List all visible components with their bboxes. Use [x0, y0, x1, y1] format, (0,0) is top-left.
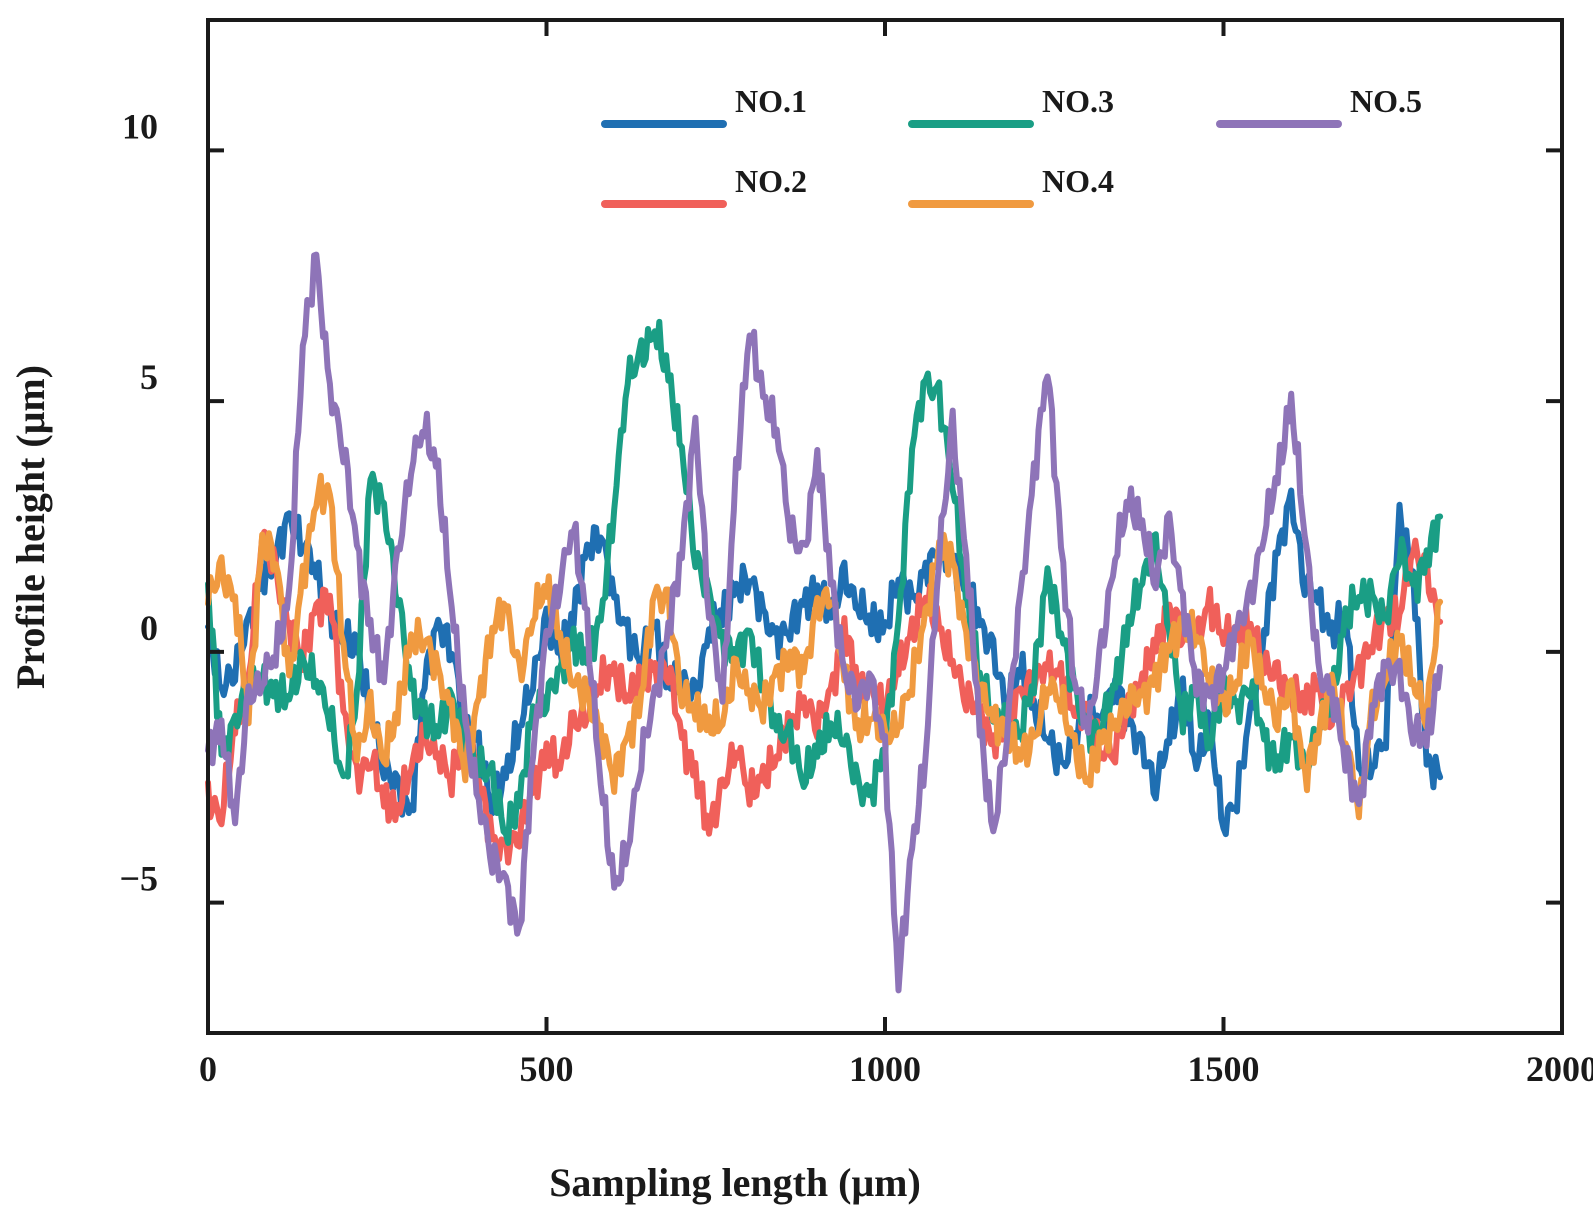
legend-label: NO.4 [1042, 163, 1114, 199]
y-tick-label: −5 [119, 859, 158, 899]
legend-label: NO.5 [1350, 83, 1422, 119]
x-tick-label: 500 [520, 1049, 574, 1089]
x-tick-label: 1500 [1188, 1049, 1260, 1089]
legend-label: NO.3 [1042, 83, 1114, 119]
legend-label: NO.1 [735, 83, 807, 119]
y-tick-label: 5 [140, 357, 158, 397]
series-line-no1 [205, 487, 1444, 838]
series-line-no3 [205, 318, 1444, 846]
series-line-no4 [205, 472, 1444, 821]
x-axis-label: Sampling length (μm) [549, 1160, 921, 1205]
legend-item-no1: NO.1 [601, 83, 807, 128]
series-layer [205, 251, 1444, 994]
legend-item-no4: NO.4 [908, 163, 1114, 208]
y-tick-label: 0 [140, 608, 158, 648]
y-tick-label: 10 [122, 106, 158, 146]
y-axis-label: Profile height (μm) [8, 365, 53, 689]
tick-layer: 0 500 1000 1500 2000 −5 0 5 10 [119, 20, 1593, 1089]
x-tick-label: 1000 [849, 1049, 921, 1089]
x-tick-label: 2000 [1526, 1049, 1593, 1089]
legend-item-no2: NO.2 [601, 163, 807, 208]
x-tick-label: 0 [199, 1049, 217, 1089]
legend-label: NO.2 [735, 163, 807, 199]
series-line-no5 [205, 251, 1444, 994]
legend-item-no3: NO.3 [908, 83, 1114, 128]
legend: NO.1 NO.2 NO.3 NO.4 NO.5 [601, 83, 1422, 208]
legend-item-no5: NO.5 [1216, 83, 1422, 128]
